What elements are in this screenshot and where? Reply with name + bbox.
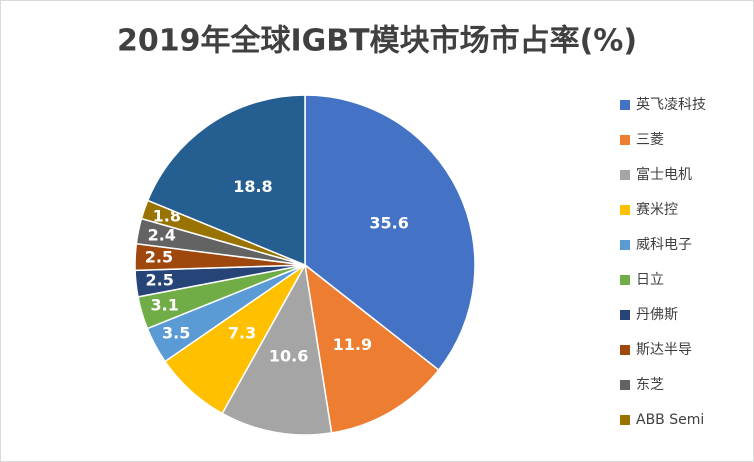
legend-marker bbox=[620, 380, 630, 390]
legend-label: 赛米控 bbox=[636, 202, 678, 218]
data-label: 2.4 bbox=[148, 225, 176, 244]
legend-label: ABB Semi bbox=[636, 412, 704, 428]
legend-label: 威科电子 bbox=[636, 237, 692, 253]
chart-title: 2019年全球IGBT模块市场市占率(%) bbox=[117, 24, 637, 59]
data-label: 11.9 bbox=[333, 335, 372, 354]
legend-marker bbox=[620, 275, 630, 285]
data-label: 18.8 bbox=[233, 177, 272, 196]
legend-label: 三菱 bbox=[636, 132, 664, 148]
legend-marker bbox=[620, 345, 630, 355]
legend-label: 斯达半导 bbox=[636, 342, 692, 358]
legend-marker bbox=[620, 240, 630, 250]
legend-label: 英飞凌科技 bbox=[636, 96, 706, 113]
legend-label: 丹佛斯 bbox=[636, 307, 678, 323]
data-label: 2.5 bbox=[145, 248, 173, 267]
data-label: 35.6 bbox=[369, 214, 408, 233]
legend-marker bbox=[620, 415, 630, 425]
data-label: 7.3 bbox=[228, 324, 256, 343]
pie-slice bbox=[303, 263, 440, 434]
legend-marker bbox=[620, 310, 630, 320]
legend-label: 东芝 bbox=[636, 377, 664, 393]
legend-marker bbox=[620, 205, 630, 215]
legend-label: 日立 bbox=[636, 272, 664, 288]
data-label: 3.5 bbox=[162, 324, 190, 343]
data-label: 2.5 bbox=[146, 271, 174, 290]
legend-marker bbox=[620, 100, 630, 110]
data-label: 10.6 bbox=[269, 347, 308, 366]
legend-label: 富士电机 bbox=[636, 166, 692, 183]
pie-slice bbox=[221, 262, 333, 436]
pie-slice bbox=[146, 94, 306, 267]
pie-slice bbox=[304, 94, 476, 372]
legend-marker bbox=[620, 170, 630, 180]
legend-marker bbox=[620, 135, 630, 145]
data-label: 3.1 bbox=[151, 296, 179, 315]
